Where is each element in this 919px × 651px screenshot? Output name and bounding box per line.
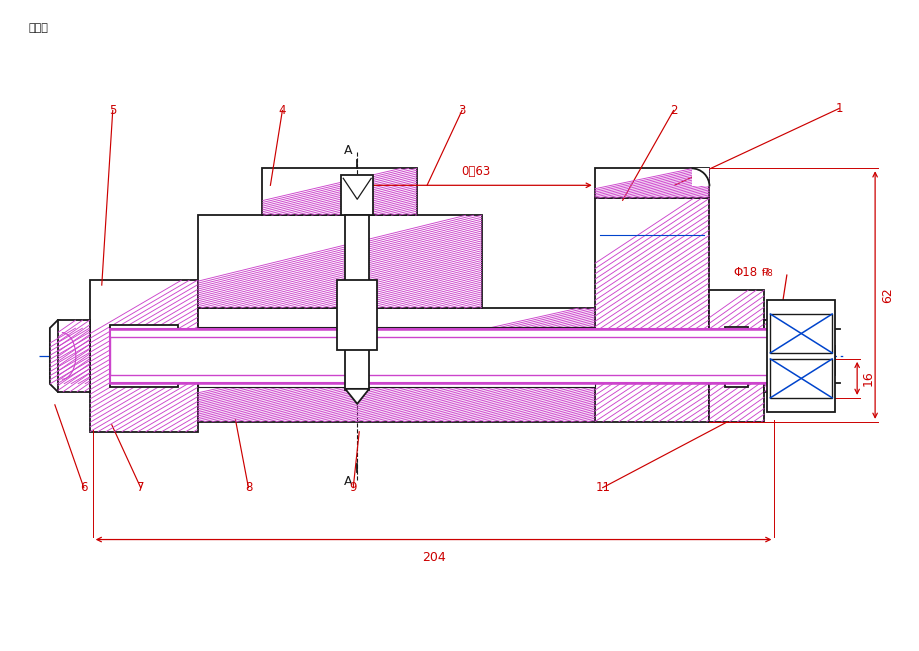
Text: 2: 2 [669, 104, 676, 117]
Text: 4: 4 [278, 104, 286, 117]
Text: H8: H8 [761, 269, 772, 278]
Text: 6: 6 [80, 481, 87, 494]
Text: 0～63: 0～63 [460, 165, 490, 178]
Bar [766, 300, 834, 412]
Text: f7: f7 [761, 268, 769, 277]
Bar [109, 337, 776, 375]
Text: 8: 8 [244, 481, 252, 494]
Bar [345, 215, 369, 390]
Text: f7: f7 [156, 355, 165, 364]
Bar [725, 327, 747, 387]
Bar [776, 346, 834, 375]
Text: Φ18: Φ18 [732, 266, 756, 279]
Bar [764, 320, 776, 392]
Polygon shape [345, 389, 369, 404]
Text: Φ12: Φ12 [144, 342, 157, 366]
Bar [769, 314, 832, 353]
Bar [691, 169, 709, 186]
Text: A: A [344, 144, 352, 157]
Bar [198, 327, 594, 387]
Bar [58, 320, 90, 392]
Bar [198, 308, 594, 422]
Bar [769, 359, 832, 398]
Bar [341, 175, 373, 215]
Text: 1: 1 [834, 102, 842, 115]
Text: 9: 9 [349, 481, 357, 494]
Text: 62: 62 [880, 287, 893, 303]
Text: 5: 5 [109, 104, 117, 117]
Bar [337, 280, 377, 350]
Bar [594, 169, 709, 199]
Bar [594, 199, 709, 422]
Text: 7: 7 [137, 481, 144, 494]
Bar [198, 215, 482, 308]
Bar [90, 280, 198, 432]
Text: 主视图: 主视图 [28, 23, 49, 33]
Text: A: A [344, 475, 352, 488]
Text: 16: 16 [861, 370, 874, 386]
Bar [109, 329, 776, 383]
Text: 3: 3 [458, 104, 465, 117]
Bar [709, 290, 764, 422]
Bar [109, 325, 177, 387]
Polygon shape [50, 320, 90, 392]
Text: 11: 11 [595, 481, 609, 494]
Text: H8: H8 [156, 344, 165, 356]
Bar [262, 169, 416, 215]
Text: 204: 204 [421, 551, 445, 564]
